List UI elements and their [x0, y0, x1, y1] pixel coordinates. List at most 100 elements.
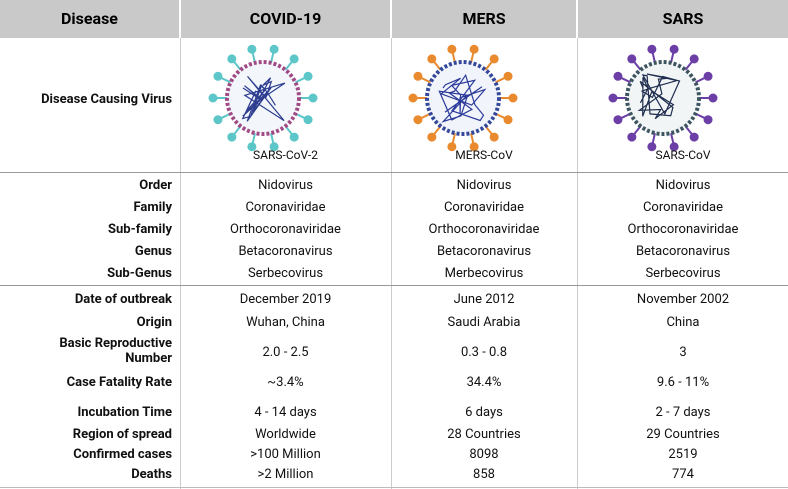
- cell-value: 2 - 7 days: [655, 405, 711, 420]
- virus-shape: [469, 142, 479, 152]
- row-label: Region of spread: [72, 427, 172, 442]
- row-label: Sub-family: [107, 222, 172, 237]
- cell-value: Worldwide: [255, 427, 316, 442]
- cell-value: 3: [679, 345, 687, 360]
- row-label: Date of outbreak: [74, 292, 172, 307]
- header-cell: COVID-19: [181, 0, 390, 38]
- row-label: Origin: [136, 315, 172, 330]
- cell-value: Merbecovirus: [444, 266, 524, 281]
- cell-value: 2519: [668, 447, 698, 462]
- cell-value: 4 - 14 days: [254, 405, 317, 420]
- virus-shape: [447, 44, 457, 54]
- row-label: Order: [139, 178, 172, 193]
- cell-value: Serbecovirus: [247, 266, 324, 281]
- virus-shape: [613, 71, 623, 81]
- row-label: Disease Causing Virus: [41, 92, 172, 107]
- section-divider: [0, 285, 788, 286]
- cell-value: Nidovirus: [258, 178, 313, 193]
- cell-value: June 2012: [453, 292, 515, 307]
- virus-shape: [708, 93, 718, 103]
- cell-value: Nidovirus: [655, 178, 711, 193]
- virus-shape: [425, 60, 501, 136]
- virus-shape: [269, 142, 279, 152]
- row-label: Deaths: [131, 467, 172, 482]
- row-label: Basic Reproductive Number: [59, 336, 172, 366]
- virus-shape: [413, 71, 423, 81]
- cell-value: 774: [672, 467, 694, 482]
- virus-shape: [689, 54, 699, 64]
- cell-value: Nidovirus: [456, 178, 512, 193]
- cell-value: Coronaviridae: [443, 200, 525, 215]
- virus-name: SARS-CoV-2: [253, 148, 318, 162]
- virus-shape: [247, 142, 257, 152]
- cell-value: November 2002: [636, 292, 730, 307]
- cell-value: 858: [473, 467, 495, 482]
- virus-shape: [669, 44, 679, 54]
- cell-value: Saudi Arabia: [447, 315, 521, 330]
- virus-shape: [503, 71, 513, 81]
- cell-value: Orthocoronaviridae: [428, 222, 540, 237]
- virus-shape: [508, 93, 518, 103]
- virus-shape: [489, 132, 499, 142]
- virus-shape: [613, 115, 623, 125]
- cell-value: 2.0 - 2.5: [262, 345, 309, 360]
- virus-shape: [489, 54, 499, 64]
- cell-value: >2 Million: [257, 467, 314, 482]
- table-bottom: [0, 487, 788, 488]
- row-label: Case Fatality Rate: [66, 375, 172, 390]
- cell-value: 0.3 - 0.8: [460, 345, 508, 360]
- cell-value: Serbecovirus: [645, 266, 721, 281]
- virus-shape: [608, 93, 618, 103]
- virus-shape: [689, 132, 699, 142]
- cell-value: >100 Million: [250, 447, 321, 462]
- virus-name: MERS-CoV: [455, 148, 513, 162]
- cell-value: Orthocoronaviridae: [230, 222, 341, 237]
- column-divider: [391, 38, 392, 489]
- virus-shape: [647, 44, 657, 54]
- row-label: Confirmed cases: [73, 447, 172, 462]
- cell-value: 34.4%: [466, 375, 502, 390]
- virus-shape: [637, 73, 681, 120]
- virus-shape: [227, 132, 237, 142]
- virus-shape: [669, 142, 679, 152]
- header-cell: MERS: [392, 0, 576, 38]
- cell-value: Betacoronavirus: [436, 244, 532, 259]
- virus-shape: [503, 115, 513, 125]
- virus-shape: [427, 132, 437, 142]
- column-divider: [577, 38, 578, 489]
- virus-shape: [303, 71, 313, 81]
- cell-value: 6 days: [465, 405, 503, 420]
- cell-value: Wuhan, China: [246, 315, 325, 330]
- virus-shape: [438, 73, 487, 123]
- section-divider: [0, 172, 788, 173]
- virus-shape: [703, 71, 713, 81]
- virus-shape: [241, 76, 286, 122]
- row-label: Sub-Genus: [107, 266, 172, 281]
- row-label: Family: [133, 200, 172, 215]
- header-cell: Disease: [0, 0, 179, 38]
- row-label: Genus: [134, 244, 172, 259]
- virus-shape: [408, 93, 418, 103]
- cell-value: ~3.4%: [267, 375, 304, 390]
- virus-shape: [469, 44, 479, 54]
- virus-name: SARS-CoV: [655, 148, 711, 162]
- cell-value: Coronaviridae: [642, 200, 724, 215]
- cell-value: Betacoronavirus: [238, 244, 333, 259]
- virus-shape: [213, 71, 223, 81]
- cell-value: 28 Countries: [447, 427, 521, 442]
- virus-shape: [308, 93, 318, 103]
- cell-value: 9.6 - 11%: [656, 375, 710, 390]
- cell-value: December 2019: [239, 292, 332, 307]
- virus-shape: [647, 142, 657, 152]
- virus-shape: [447, 142, 457, 152]
- cell-value: Orthocoronaviridae: [627, 222, 739, 237]
- virus-shape: [213, 115, 223, 125]
- cell-value: Betacoronavirus: [635, 244, 731, 259]
- virus-shape: [703, 115, 713, 125]
- virus-shape: [289, 132, 299, 142]
- cell-value: 29 Countries: [646, 427, 720, 442]
- virus-shape: [427, 54, 437, 64]
- column-divider: [180, 38, 181, 489]
